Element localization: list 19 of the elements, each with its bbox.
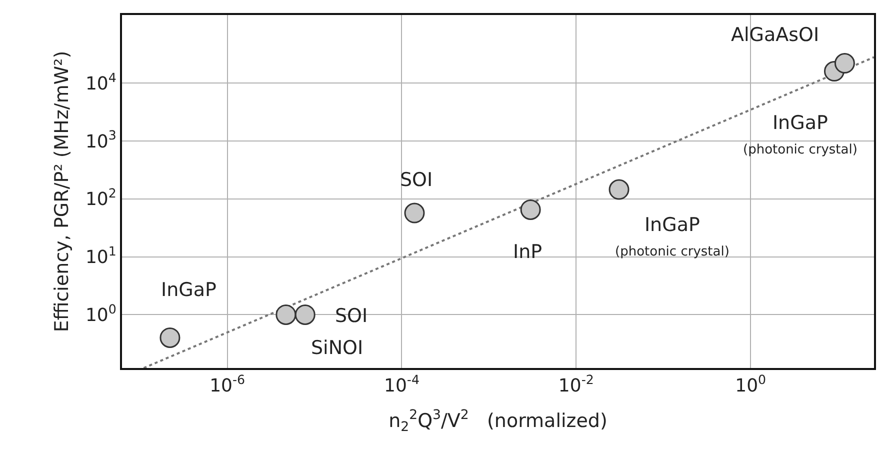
x-tick-label: 10$^{-2}$ [558, 372, 594, 397]
annotation: InGaP (photonic crystal) [615, 214, 730, 260]
y-tick-label: 10$^{4}$ [85, 70, 116, 94]
y-tick-label: 10$^{2}$ [85, 186, 116, 210]
x-tick-label: 10$^{-6}$ [210, 372, 246, 397]
annotation: AlGaAsOI [731, 24, 820, 46]
y-tick-label: 10$^{0}$ [85, 301, 116, 326]
annotation: SOI [335, 305, 368, 327]
y-tick-label: 10$^{1}$ [85, 244, 116, 268]
text: n$_{2}$$^{2}$Q$^{3}$/V$^{2}$ (normalized) [388, 408, 608, 435]
annotation: SOI [400, 169, 433, 191]
annotation: InGaP (photonic crystal) [743, 112, 858, 158]
annotation: InP [513, 241, 542, 263]
y-axis-title: Efficiency, PGR/P² (MHz/mW²) [50, 50, 73, 332]
x-tick-label: 10$^{-4}$ [384, 372, 420, 397]
annotation: InGaP [161, 279, 216, 301]
x-tick-label: 10$^{0}$ [735, 372, 766, 397]
y-tick-label: 10$^{3}$ [85, 128, 116, 152]
annotation: SiNOI [311, 337, 364, 359]
